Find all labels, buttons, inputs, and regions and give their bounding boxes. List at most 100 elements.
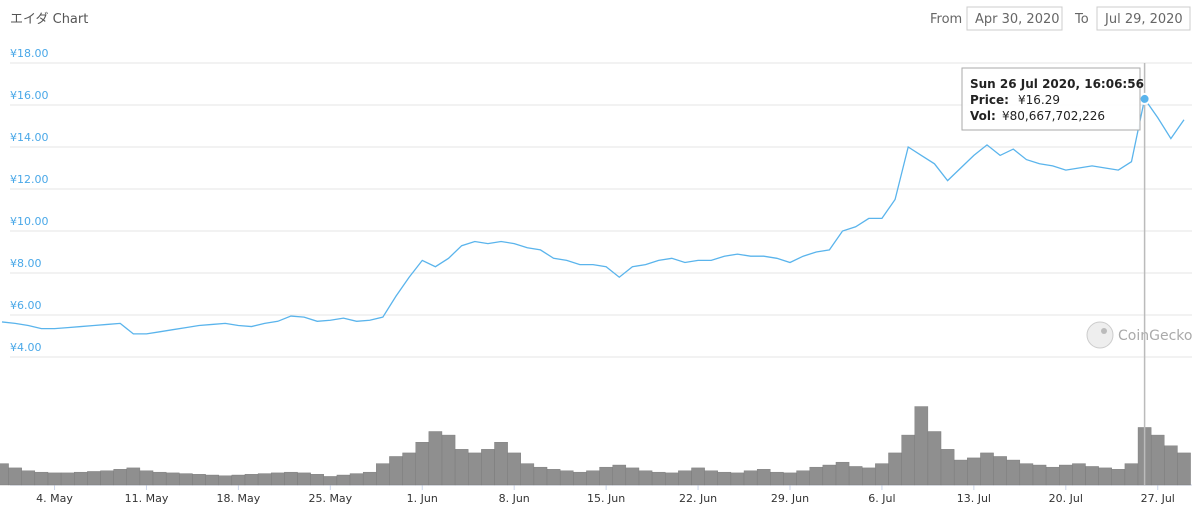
volume-bar (1098, 467, 1112, 486)
to-date[interactable]: Jul 29, 2020 (1104, 12, 1183, 27)
volume-bar (533, 466, 548, 486)
volume-bar (1059, 464, 1073, 486)
volume-bar (717, 471, 732, 486)
volume-bar (651, 471, 666, 486)
volume-bar (441, 434, 456, 486)
y-tick-label: ¥6.00 (10, 299, 42, 312)
volume-bar (848, 466, 863, 486)
price-line (1, 97, 1185, 335)
volume-bar (231, 474, 246, 486)
from-label: From (930, 12, 962, 27)
volume-bar (494, 442, 508, 486)
volume-bar (586, 470, 600, 486)
hover-point (1138, 92, 1151, 105)
x-tick-label: 11. May (125, 492, 169, 505)
volume-bar (310, 474, 324, 486)
volume-bar (428, 431, 443, 486)
volume-bar (730, 472, 745, 486)
x-tick-label: 13. Jul (957, 492, 991, 505)
volume-bar (1124, 463, 1139, 486)
volume-bar (205, 474, 219, 486)
volume-bar (1032, 464, 1047, 486)
volume-bar (743, 470, 758, 486)
volume-bar (1111, 469, 1126, 486)
to-input[interactable] (1096, 6, 1191, 31)
tooltip-vol-label: Vol: (970, 109, 996, 123)
watermark-logo (1086, 321, 1114, 349)
volume-bar (87, 471, 101, 486)
tooltip-box (961, 67, 1141, 131)
volume-bar (822, 464, 837, 486)
chart-title: エイダ Chart (10, 12, 88, 27)
volume-bar (783, 472, 797, 486)
volume-bar (192, 474, 206, 486)
volume-bar (678, 470, 692, 486)
volume-bar (244, 474, 259, 486)
volume-bar (520, 463, 535, 486)
y-tick-label: ¥4.00 (10, 341, 42, 354)
from-input[interactable] (966, 6, 1063, 31)
watermark-group: CoinGecko (1086, 321, 1192, 349)
volume-bar (665, 472, 679, 486)
volume-bar (1177, 452, 1191, 486)
volume-bar (152, 471, 167, 486)
tooltip: Sun 26 Jul 2020, 16:06:56 Price: ¥16.29 … (961, 67, 1144, 131)
volume-bar (1085, 466, 1099, 486)
volume-bar (271, 472, 285, 486)
volume-bar (297, 472, 311, 486)
x-tick-label: 18. May (217, 492, 261, 505)
volume-bar (165, 472, 180, 486)
volume-bar (47, 472, 62, 486)
y-tick-label: ¥8.00 (10, 257, 42, 270)
x-tick-label: 22. Jun (679, 492, 717, 505)
y-tick-label: ¥14.00 (10, 131, 49, 144)
volume-bar (60, 472, 75, 486)
volume-bar (1164, 445, 1178, 486)
volume-bar (559, 470, 574, 486)
volume-bar (376, 463, 390, 486)
volume-bar (468, 452, 482, 486)
volume-bar (126, 467, 141, 486)
volume-bar (139, 470, 154, 486)
volume-bar (953, 459, 968, 486)
volume-bar (756, 469, 771, 486)
tooltip-price: ¥16.29 (1018, 93, 1060, 107)
volume-bar (284, 471, 298, 486)
y-tick-label: ¥18.00 (10, 47, 49, 60)
x-tick-label: 20. Jul (1049, 492, 1083, 505)
volume-bar (625, 467, 640, 486)
volume-bar (336, 474, 351, 486)
volume-bar (875, 463, 889, 486)
volume-bar (888, 452, 902, 486)
volume-bar (901, 434, 915, 486)
x-tick-label: 15. Jun (587, 492, 625, 505)
tooltip-vol: ¥80,667,702,226 (1002, 109, 1105, 123)
volume-bar (389, 456, 403, 486)
volume-bar (100, 470, 114, 486)
tooltip-title: Sun 26 Jul 2020, 16:06:56 (970, 77, 1144, 91)
volume-bar (1150, 434, 1165, 486)
volume-bar (507, 452, 521, 486)
volume-bar (454, 449, 469, 486)
x-tick-label: 4. May (36, 492, 73, 505)
volume-bar (113, 469, 127, 486)
volume-bar (349, 473, 364, 486)
volume-bar (796, 470, 810, 486)
volume-bar (967, 457, 981, 486)
volume-bar (704, 470, 718, 486)
volume-bar (993, 456, 1007, 486)
volume-bar (1045, 466, 1060, 486)
x-tick-label: 27. Jul (1141, 492, 1175, 505)
from-date[interactable]: Apr 30, 2020 (975, 12, 1060, 27)
volume-bar (809, 466, 824, 486)
volume-bar (940, 449, 955, 486)
volume-bar (8, 467, 22, 486)
volume-bar (179, 473, 193, 486)
volume-bar (1019, 463, 1034, 486)
x-tick-label: 8. Jun (499, 492, 530, 505)
volume-bar (74, 471, 88, 486)
watermark: CoinGecko (1118, 328, 1192, 344)
volume-bar (218, 475, 233, 486)
